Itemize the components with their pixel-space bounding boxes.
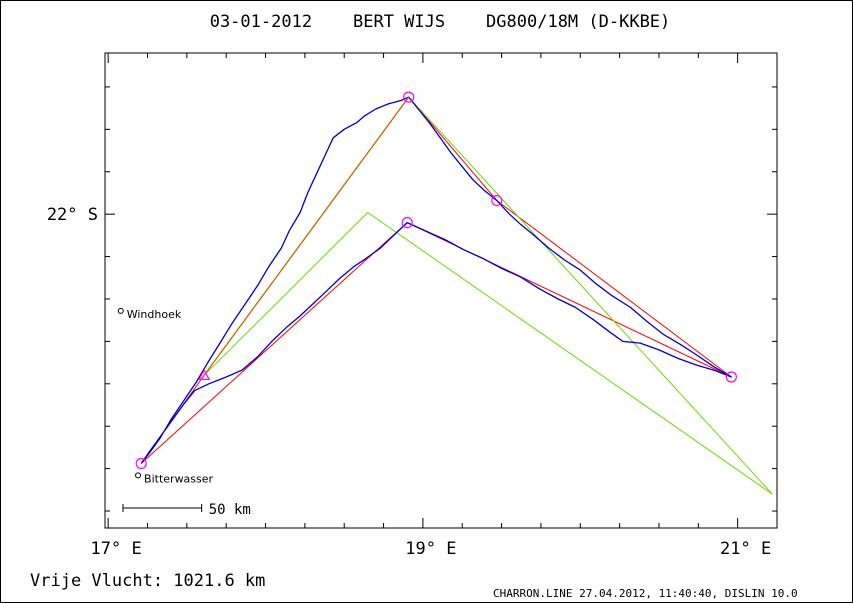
turnpoint-marker <box>135 457 147 470</box>
chart-title: 03-01-2012 BERT WIJS DG800/18M (D-KKBE) <box>210 12 671 32</box>
free-flight-distance: Vrije Vlucht: 1021.6 km <box>30 571 265 591</box>
plot-area <box>104 52 778 529</box>
turnpoint-marker <box>725 371 737 383</box>
outbound-leg-line <box>203 96 410 376</box>
places: Windhoek Bitterwasser <box>117 307 214 485</box>
task-legs-line <box>203 96 773 495</box>
axis-tick-labels: 17° E 19° E 21° E 22° S <box>47 205 771 559</box>
software-credit: CHARRON.LINE 27.04.2012, 11:40:40, DISLI… <box>493 587 798 600</box>
place-marker <box>117 307 124 314</box>
turnpoint-marker <box>198 369 211 380</box>
x-tick-label: 21° E <box>720 539 771 559</box>
flight-legs-line <box>140 96 732 464</box>
scale-bar-label: 50 km <box>209 502 251 518</box>
x-tick-label: 17° E <box>91 539 142 559</box>
place-marker <box>135 472 142 479</box>
track-line <box>140 96 733 464</box>
turnpoint-marker <box>401 217 413 229</box>
series <box>140 96 773 495</box>
x-tick-label: 19° E <box>405 539 456 559</box>
scale-bar: 50 km <box>122 502 251 518</box>
place-label: Bitterwasser <box>144 472 213 485</box>
axis-ticks <box>105 53 777 528</box>
turnpoint-marker <box>403 91 415 103</box>
y-tick-label: 22° S <box>47 205 98 225</box>
place-label: Windhoek <box>127 308 182 321</box>
turnpoint-marker <box>491 194 503 207</box>
turnpoints <box>135 91 737 470</box>
